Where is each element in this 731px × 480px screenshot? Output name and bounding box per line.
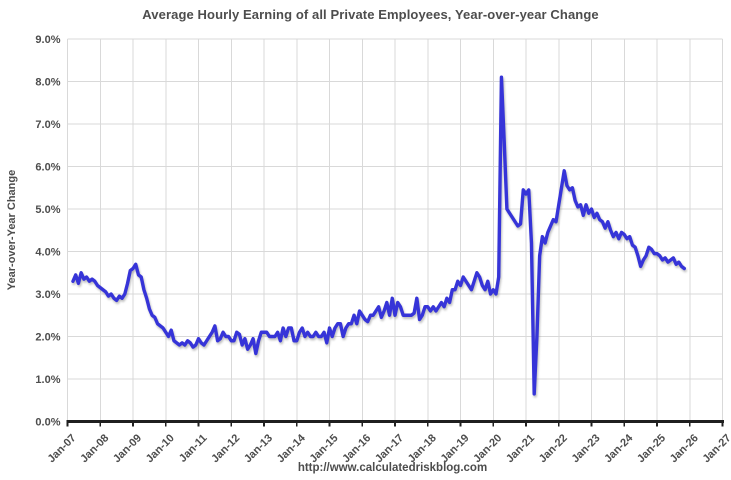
x-tick-label: Jan-18 <box>406 432 439 465</box>
x-tick-label: Jan-24 <box>602 432 636 466</box>
x-tick-label: Jan-20 <box>471 432 504 465</box>
x-tick-label: Jan-27 <box>700 432 731 465</box>
y-tick-label: 5.0% <box>35 204 60 216</box>
x-tick-label: Jan-09 <box>111 432 144 465</box>
x-tick-label: Jan-23 <box>569 432 602 465</box>
y-tick-label: 1.0% <box>35 374 60 386</box>
x-tick-label: Jan-10 <box>144 432 177 465</box>
x-tick-label: Jan-25 <box>635 432 668 465</box>
y-axis-title: Year-over-Year Change <box>6 170 18 290</box>
y-tick-label: 4.0% <box>35 247 60 259</box>
y-tick-label: 2.0% <box>35 332 60 344</box>
x-tick-label: Jan-22 <box>537 432 570 465</box>
x-tick-label: Jan-13 <box>242 432 275 465</box>
x-tick-label: Jan-21 <box>504 432 537 465</box>
x-tick-label: Jan-08 <box>78 432 111 465</box>
x-tick-label: Jan-11 <box>177 432 210 465</box>
x-tick-label: Jan-26 <box>668 432 701 465</box>
y-tick-label: 8.0% <box>35 77 60 89</box>
x-tick-label: Jan-19 <box>438 432 471 465</box>
source-link: http://www.calculatedriskblog.com <box>297 462 488 474</box>
x-tick-label: Jan-12 <box>209 432 242 465</box>
y-tick-label: 7.0% <box>35 119 60 131</box>
series-line-wage-growth <box>71 75 686 396</box>
x-tick-label: Jan-14 <box>275 432 309 466</box>
chart-title: Average Hourly Earning of all Private Em… <box>142 7 599 22</box>
x-tick-label: Jan-07 <box>45 432 78 465</box>
x-tick-label: Jan-15 <box>307 432 340 465</box>
y-tick-label: 6.0% <box>35 162 60 174</box>
x-tick-label: Jan-17 <box>373 432 406 465</box>
y-tick-label: 3.0% <box>35 289 60 301</box>
y-tick-label: 0.0% <box>35 417 60 429</box>
x-tick-label: Jan-16 <box>340 432 373 465</box>
y-tick-label: 9.0% <box>35 34 60 46</box>
